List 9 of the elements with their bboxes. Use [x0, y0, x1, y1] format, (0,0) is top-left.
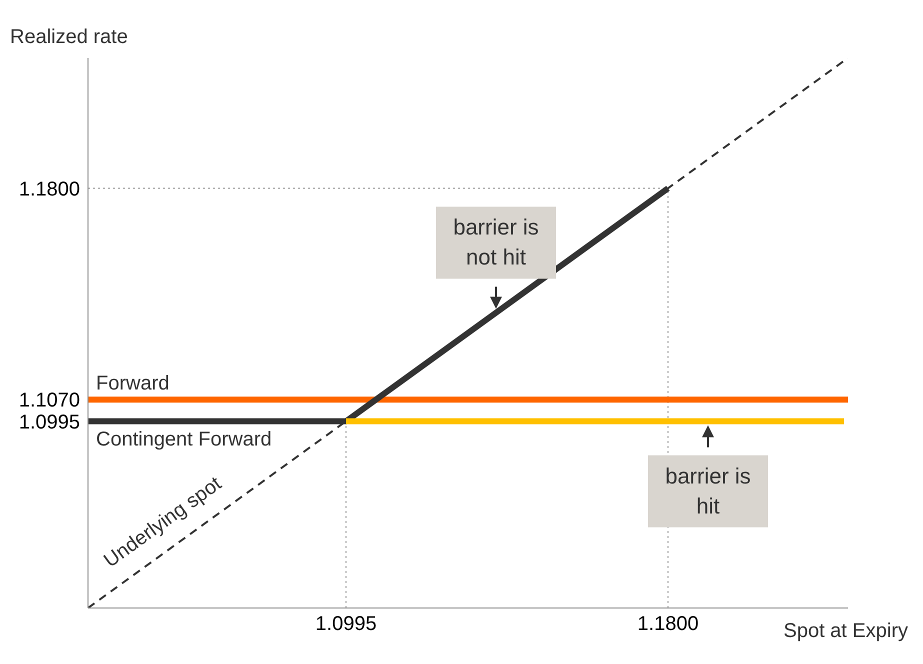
y-tick-label: 1.1070 — [18, 390, 80, 412]
x-axis-title: Spot at Expiry — [783, 620, 908, 643]
y-tick-label: 1.1800 — [18, 178, 80, 200]
annotation: barrier is not hit — [453, 214, 539, 270]
series-label: Forward — [96, 372, 170, 395]
annotation: barrier is hit — [665, 463, 751, 518]
y-tick-label: 1.0995 — [18, 411, 80, 434]
series-label: Contingent Forward — [96, 428, 272, 450]
y-axis-title: Realized rate — [10, 26, 128, 49]
